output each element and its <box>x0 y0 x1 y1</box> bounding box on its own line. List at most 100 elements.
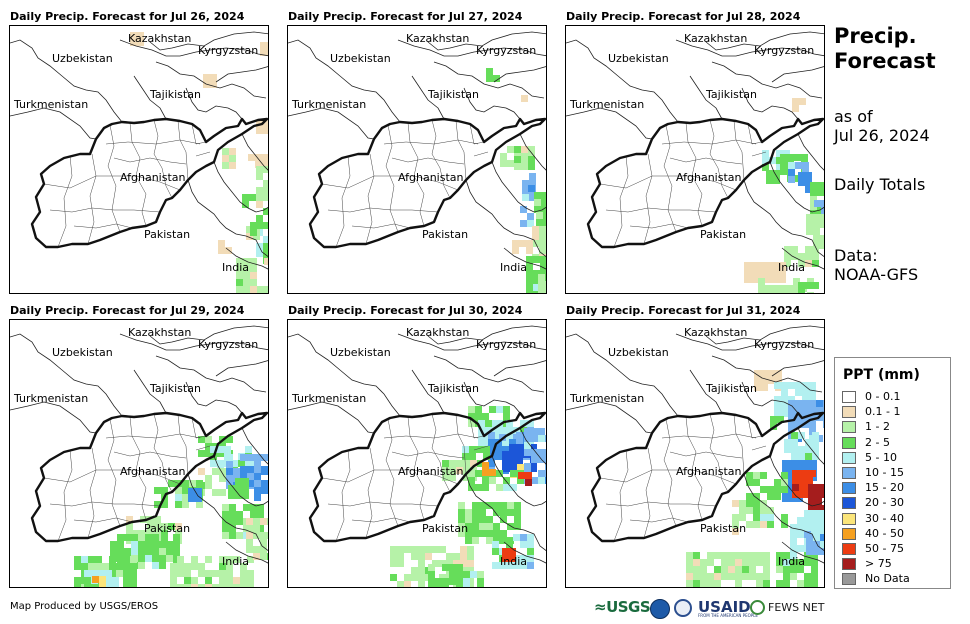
precip-cell <box>543 219 546 226</box>
precip-cell <box>714 580 721 587</box>
precip-cell <box>783 573 790 580</box>
country-border <box>185 381 243 414</box>
precip-cell <box>257 222 264 229</box>
precip-cell <box>812 439 819 446</box>
precip-cell <box>809 389 816 396</box>
precip-cell <box>130 584 137 587</box>
precip-cell <box>820 534 824 541</box>
precip-cell <box>798 179 805 186</box>
forecast-title: Precip. Forecast <box>834 24 936 74</box>
precip-cell <box>506 427 513 434</box>
country-border <box>215 66 268 83</box>
precip-cell <box>184 584 191 587</box>
precip-cell <box>799 491 806 498</box>
precip-cell <box>812 246 819 253</box>
country-border <box>566 39 679 123</box>
precip-cell <box>198 468 205 475</box>
legend-label: 50 - 75 <box>865 542 904 555</box>
precip-cell <box>138 548 145 555</box>
precip-cell <box>784 246 791 253</box>
precip-cell <box>821 200 824 207</box>
precip-layer <box>486 68 546 293</box>
data-source: NOAA-GFS <box>834 265 919 284</box>
precip-cell <box>458 530 465 537</box>
precip-cell <box>418 560 425 567</box>
precip-cell <box>418 553 425 560</box>
precip-cell <box>500 153 507 160</box>
map-svg: Kazakhstan Kyrgyzstan Uzbekistan Tajikistan… <box>566 31 824 293</box>
precip-cell <box>250 272 257 279</box>
precip-cell <box>791 253 798 260</box>
title-line-2: Forecast <box>834 49 936 73</box>
precip-cell <box>527 420 534 427</box>
province-border <box>73 223 133 229</box>
precip-cell <box>442 474 449 481</box>
precip-cell <box>489 469 496 476</box>
map-svg: Kazakhstan Kyrgyzstan Uzbekistan Tajikistan… <box>288 31 546 293</box>
precip-cell <box>506 541 513 548</box>
province-border <box>335 449 351 542</box>
precip-cell <box>791 439 798 446</box>
precip-cell <box>781 521 788 528</box>
precip-cell <box>526 284 533 291</box>
province-border <box>629 223 689 229</box>
precip-cell <box>170 577 177 584</box>
precip-cell <box>531 428 538 435</box>
province-border <box>365 447 375 539</box>
province-border <box>663 418 677 527</box>
province-border <box>613 155 629 248</box>
precip-cell <box>250 504 257 511</box>
precip-cell <box>219 450 226 457</box>
precip-cell <box>520 555 527 562</box>
precip-cell <box>739 500 746 507</box>
precip-cell <box>145 548 152 555</box>
precip-cell <box>488 439 495 446</box>
precip-cell <box>816 435 823 442</box>
precip-cell <box>428 585 435 587</box>
precip-cell <box>109 556 116 563</box>
label-pakistan: Pakistan <box>700 228 746 241</box>
province-border <box>605 501 717 507</box>
precip-cell <box>799 98 806 105</box>
afghanistan-outline <box>308 411 546 543</box>
precip-cell <box>810 182 817 189</box>
precip-cell <box>520 562 527 569</box>
precip-cell <box>773 177 780 184</box>
precip-cell <box>246 525 253 532</box>
precip-cell <box>253 546 260 553</box>
precip-cell <box>761 384 768 391</box>
precip-cell <box>469 453 476 460</box>
precip-cell <box>538 449 545 456</box>
country-border <box>493 66 546 83</box>
precip-cell <box>453 553 460 560</box>
province-border <box>177 120 189 181</box>
precip-cell <box>811 573 818 580</box>
precip-cell <box>792 484 799 491</box>
precip-cell <box>526 270 533 277</box>
province-border <box>57 449 73 542</box>
precip-cell <box>250 265 257 272</box>
precip-cell <box>492 434 499 441</box>
afghanistan-outline <box>308 117 546 249</box>
province-border <box>351 223 411 229</box>
map-svg: Kazakhstan Kyrgyzstan Uzbekistan Tajikistan… <box>566 325 824 587</box>
precip-cell <box>228 492 235 499</box>
precip-cell <box>226 436 233 443</box>
precip-cell <box>721 559 728 566</box>
precip-cell <box>707 559 714 566</box>
province-border <box>327 207 439 213</box>
label-pakistan: Pakistan <box>422 228 468 241</box>
label-afghanistan: Afghanistan <box>120 171 186 184</box>
province-border <box>49 501 161 507</box>
country-border <box>465 473 546 551</box>
precip-cell <box>456 578 463 585</box>
precip-cell <box>767 521 774 528</box>
precip-cell <box>732 514 739 521</box>
precip-cell <box>781 410 788 417</box>
precip-cell <box>470 467 477 474</box>
country-border <box>771 360 824 377</box>
label-kazakhstan: Kazakhstan <box>406 32 469 45</box>
precip-cell <box>250 258 257 265</box>
precip-cell <box>522 180 529 187</box>
precip-cell <box>767 514 774 521</box>
